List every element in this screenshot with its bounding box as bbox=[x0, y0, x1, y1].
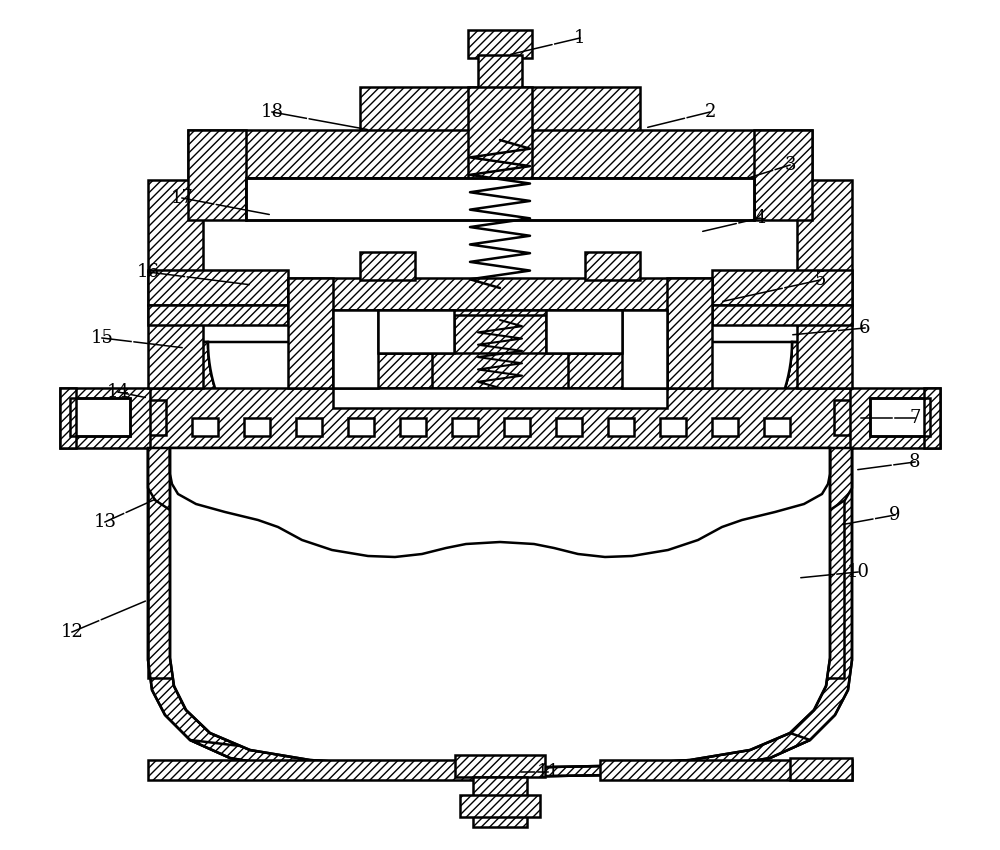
Polygon shape bbox=[148, 448, 852, 566]
Text: 9: 9 bbox=[889, 506, 901, 524]
Bar bbox=[622, 310, 667, 388]
Text: 11: 11 bbox=[536, 763, 560, 781]
Polygon shape bbox=[170, 448, 830, 768]
Bar bbox=[834, 400, 924, 435]
Bar bbox=[432, 353, 568, 388]
Bar bbox=[452, 418, 478, 436]
Bar bbox=[819, 448, 844, 678]
Polygon shape bbox=[924, 388, 940, 448]
Bar bbox=[244, 418, 270, 436]
Bar bbox=[192, 418, 218, 436]
Bar bbox=[76, 400, 166, 435]
Bar bbox=[360, 87, 640, 142]
Polygon shape bbox=[172, 342, 828, 592]
Bar bbox=[378, 310, 622, 353]
Bar bbox=[504, 418, 530, 436]
Bar bbox=[188, 130, 812, 178]
Bar bbox=[585, 252, 640, 280]
Bar bbox=[148, 760, 480, 780]
Bar bbox=[188, 130, 246, 220]
Bar bbox=[556, 418, 582, 436]
Bar bbox=[288, 278, 333, 388]
Polygon shape bbox=[500, 448, 852, 777]
Bar bbox=[400, 418, 426, 436]
Bar bbox=[148, 180, 203, 388]
Bar bbox=[148, 448, 173, 678]
Bar bbox=[148, 270, 288, 305]
Bar bbox=[288, 278, 712, 310]
Bar bbox=[608, 418, 634, 436]
Text: 12: 12 bbox=[61, 623, 83, 641]
Text: 4: 4 bbox=[754, 209, 766, 227]
Bar bbox=[378, 310, 454, 353]
Bar bbox=[333, 388, 667, 408]
Polygon shape bbox=[60, 388, 76, 448]
Bar bbox=[468, 30, 532, 58]
Bar bbox=[790, 758, 852, 780]
Bar bbox=[600, 760, 852, 780]
Text: 13: 13 bbox=[94, 513, 116, 531]
Text: 8: 8 bbox=[909, 453, 921, 471]
Bar bbox=[360, 252, 415, 280]
Text: 1: 1 bbox=[574, 29, 586, 47]
Bar bbox=[468, 87, 532, 197]
Bar bbox=[667, 278, 712, 388]
Bar bbox=[870, 398, 930, 436]
Bar bbox=[348, 418, 374, 436]
Text: 14: 14 bbox=[107, 383, 129, 401]
Bar bbox=[60, 388, 150, 448]
Bar bbox=[712, 270, 852, 305]
Polygon shape bbox=[190, 733, 810, 777]
Bar bbox=[460, 795, 540, 817]
Bar bbox=[712, 418, 738, 436]
Text: 6: 6 bbox=[859, 319, 871, 337]
Bar bbox=[754, 130, 812, 220]
Bar bbox=[764, 418, 790, 436]
Polygon shape bbox=[148, 448, 500, 777]
Bar bbox=[473, 777, 527, 827]
Text: 17: 17 bbox=[171, 189, 193, 207]
Bar bbox=[148, 388, 852, 448]
Text: 3: 3 bbox=[784, 156, 796, 174]
Bar bbox=[148, 305, 288, 325]
Bar bbox=[478, 55, 522, 90]
Text: 10: 10 bbox=[846, 563, 870, 581]
Text: 5: 5 bbox=[814, 271, 826, 289]
Text: 2: 2 bbox=[704, 103, 716, 121]
Bar bbox=[296, 418, 322, 436]
Bar bbox=[712, 305, 852, 325]
Bar bbox=[333, 353, 667, 388]
Text: 15: 15 bbox=[91, 329, 113, 347]
Bar bbox=[333, 310, 378, 388]
Bar bbox=[454, 315, 546, 388]
Bar bbox=[70, 398, 130, 436]
Polygon shape bbox=[170, 448, 830, 557]
Text: 7: 7 bbox=[909, 409, 921, 427]
Bar bbox=[546, 310, 622, 353]
Bar bbox=[850, 388, 940, 448]
Polygon shape bbox=[208, 342, 792, 554]
Bar bbox=[246, 178, 754, 220]
Text: 16: 16 bbox=[136, 263, 160, 281]
Bar bbox=[455, 755, 545, 777]
Bar bbox=[660, 418, 686, 436]
Bar bbox=[797, 180, 852, 388]
Text: 18: 18 bbox=[260, 103, 284, 121]
